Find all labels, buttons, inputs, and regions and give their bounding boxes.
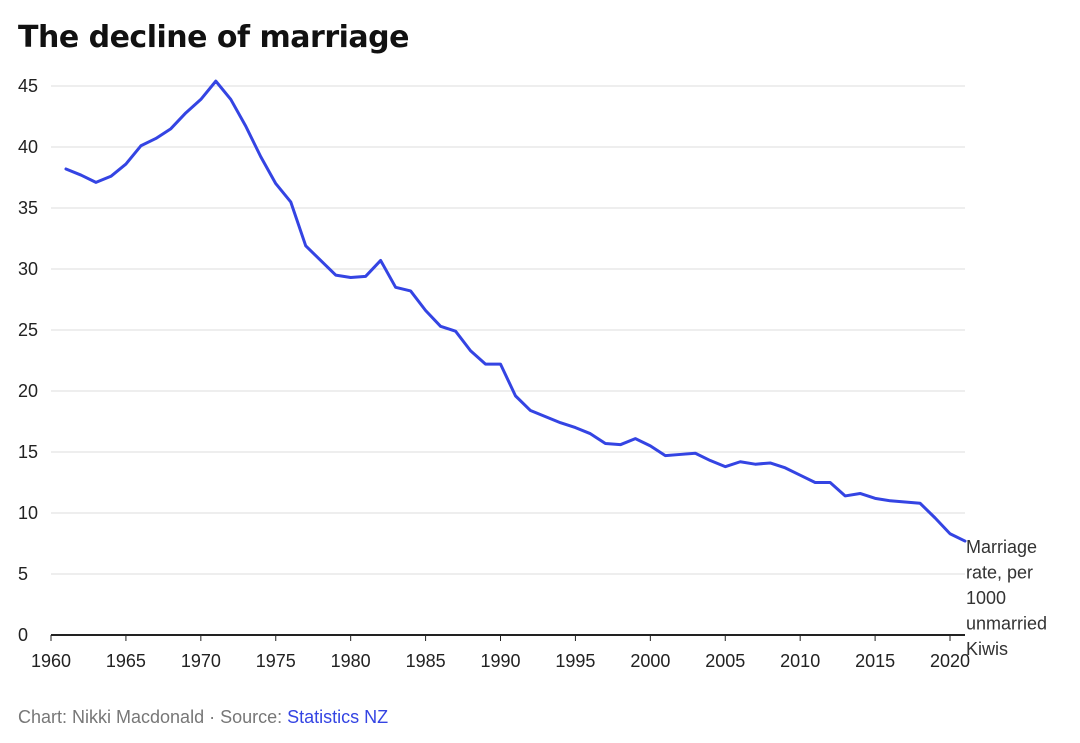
x-tick-label-2020: 2020 xyxy=(930,651,970,671)
x-tick-label-1975: 1975 xyxy=(256,651,296,671)
x-axis-ticks: 1960 1965 1970 1975 1980 1985 1990 1995 2000 2005… xyxy=(31,635,970,671)
gridlines xyxy=(51,85,965,575)
x-tick-label-1990: 1990 xyxy=(480,651,520,671)
chart-title: The decline of marriage xyxy=(18,20,409,55)
y-tick-label-0: 0 xyxy=(18,625,28,645)
y-tick-label-35: 35 xyxy=(18,198,38,218)
chart-credit: Chart: Nikki Macdonald xyxy=(18,707,205,727)
series-label: Marriage rate, per 1000 unmarried Kiwis xyxy=(966,537,1047,659)
y-tick-label-45: 45 xyxy=(18,76,38,96)
footer-separator: · xyxy=(204,707,221,727)
x-tick-label-2000: 2000 xyxy=(630,651,670,671)
series-line-0 xyxy=(64,79,967,543)
series-label-line: unmarried xyxy=(966,614,1047,634)
x-tick-label-1980: 1980 xyxy=(331,651,371,671)
y-tick-label-5: 5 xyxy=(18,564,28,584)
series-label-line: rate, per xyxy=(966,563,1033,583)
y-tick-label-10: 10 xyxy=(18,503,38,523)
y-tick-label-40: 40 xyxy=(18,137,38,157)
x-tick-label-2005: 2005 xyxy=(705,651,745,671)
chart-footer: Chart: Nikki Macdonald · Source: Statist… xyxy=(18,707,388,728)
series-label-line: Kiwis xyxy=(966,639,1008,659)
y-tick-label-30: 30 xyxy=(18,259,38,279)
y-tick-label-25: 25 xyxy=(18,320,38,340)
y-tick-label-15: 15 xyxy=(18,442,38,462)
x-tick-label-1960: 1960 xyxy=(31,651,71,671)
x-tick-label-1970: 1970 xyxy=(181,651,221,671)
series-label-line: 1000 xyxy=(966,588,1006,608)
source-prefix: Source: xyxy=(220,707,288,727)
x-tick-label-1965: 1965 xyxy=(106,651,146,671)
y-axis-ticks: 0 5 10 15 20 25 30 35 40 45 xyxy=(18,76,38,645)
x-tick-label-1995: 1995 xyxy=(555,651,595,671)
series-label-line: Marriage xyxy=(966,537,1037,557)
x-tick-label-2015: 2015 xyxy=(855,651,895,671)
series-group xyxy=(64,79,967,543)
y-tick-label-20: 20 xyxy=(18,381,38,401)
x-tick-label-2010: 2010 xyxy=(780,651,820,671)
source-link[interactable]: Statistics NZ xyxy=(287,707,389,727)
x-tick-label-1985: 1985 xyxy=(406,651,446,671)
